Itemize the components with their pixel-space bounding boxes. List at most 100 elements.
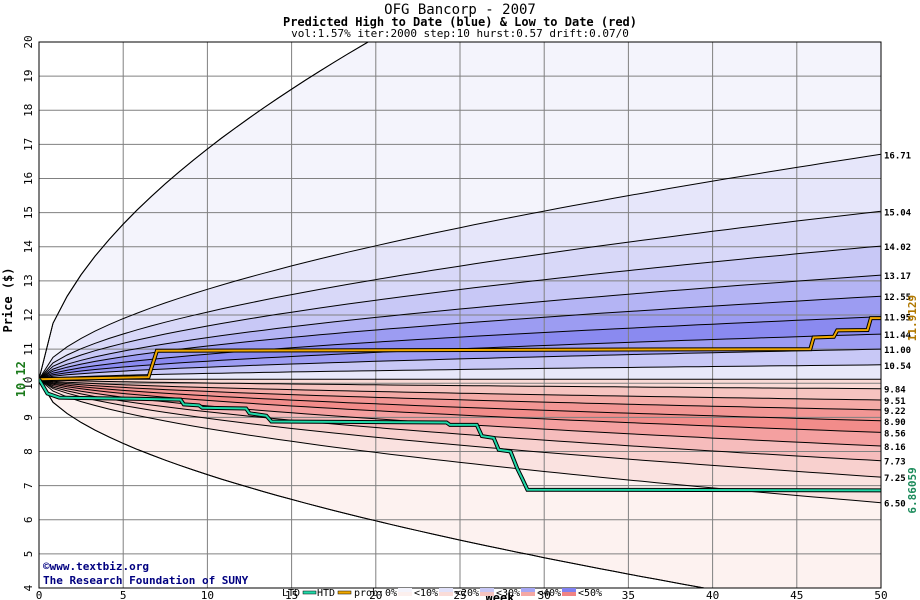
blue-band-end-label: 11.44: [884, 331, 912, 341]
y-tick-label: 20: [22, 35, 35, 48]
x-tick-label: 50: [874, 589, 887, 600]
legend-htd-swatch: [337, 590, 352, 595]
blue-band-end-label: 14.02: [884, 243, 911, 253]
red-band-end-label: 6.50: [884, 500, 906, 510]
x-tick-label: 40: [706, 589, 719, 600]
red-band-end-label: 8.16: [884, 443, 906, 453]
legend-level-swatch-red: [480, 592, 494, 596]
legend-level-label: <40%: [537, 588, 561, 599]
x-tick-label: 10: [201, 589, 214, 600]
band-boundary-line: [39, 348, 881, 380]
blue-band-end-label: 15.04: [884, 208, 912, 218]
blue-band-end-label: 12.55: [884, 293, 911, 303]
y-tick-label: 5: [22, 551, 35, 558]
y-tick-label: 15: [22, 206, 35, 219]
legend-level-swatch-red: [398, 592, 412, 596]
band-boundary-line: [39, 274, 881, 380]
red-band-end-label: 7.25: [884, 474, 906, 484]
band-boundary-line: [39, 153, 881, 380]
y-tick-label: 9: [22, 414, 35, 421]
blue-probability-band: [39, 275, 881, 380]
red-band-end-label: 9.22: [884, 407, 906, 417]
band-boundary-line: [39, 245, 881, 380]
legend-level-swatch-blue: [521, 588, 535, 592]
y-tick-label: 4: [22, 584, 35, 591]
y-tick-label: 14: [22, 240, 35, 254]
legend-level-label: <20%: [455, 588, 479, 599]
blue-band-end-label: 16.71: [884, 151, 911, 161]
red-probability-band: [39, 379, 881, 446]
htd-series-line: [39, 317, 881, 381]
x-tick-label: 20: [369, 589, 382, 600]
x-tick-label: 15: [285, 589, 298, 600]
x-tick-label: 25: [453, 589, 466, 600]
y-tick-label: 7: [22, 482, 35, 489]
band-boundary-line: [39, 364, 881, 380]
legend-level-swatch-red: [521, 592, 535, 596]
legend-level-swatch-blue: [562, 588, 576, 592]
y-tick-label: 12: [22, 308, 35, 321]
blue-probability-band: [39, 154, 881, 380]
y-tick-label: 17: [22, 138, 35, 151]
x-tick-label: 5: [120, 589, 127, 600]
watermark-org: The Research Foundation of SUNY: [43, 574, 249, 587]
blue-band-end-label: 11.00: [884, 346, 911, 356]
legend-level-label: <10%: [414, 588, 438, 599]
legend-level-swatch-red: [562, 592, 576, 596]
x-axis-label: Week: [486, 591, 516, 600]
band-boundary-line: [39, 378, 881, 462]
outer-low-line: [39, 378, 708, 588]
x-tick-label: 0: [36, 589, 43, 600]
legend-level-label: <30%: [496, 588, 520, 599]
red-band-end-label: 9.51: [884, 397, 906, 407]
blue-band-end-label: 13.17: [884, 272, 911, 282]
red-band-end-label: 8.56: [884, 429, 906, 439]
ltd-final-label: 6.86059: [906, 467, 919, 513]
legend-level-swatch-blue: [480, 588, 494, 592]
y-tick-label: 16: [22, 172, 35, 185]
legend-level-label: <50%: [578, 588, 602, 599]
y-tick-label: 18: [22, 104, 35, 117]
y-tick-label: 6: [22, 516, 35, 523]
y-tick-label: 19: [22, 70, 35, 83]
plot-area: [39, 42, 881, 588]
watermark-url: ©www.textbiz.org: [43, 560, 149, 573]
legend-ltd-label: LTD: [282, 588, 300, 599]
band-boundary-line: [39, 378, 881, 422]
red-band-end-label: 7.73: [884, 458, 906, 468]
legend-level-label: 0%: [385, 588, 397, 599]
x-tick-label: 45: [790, 589, 803, 600]
y-tick-label: 8: [22, 448, 35, 455]
red-probability-band: [39, 379, 881, 503]
blue-probability-band: [39, 296, 881, 380]
blue-band-end-label: 10.54: [884, 362, 912, 372]
legend-level-swatch-red: [439, 592, 453, 596]
start-price-label: 10.12: [14, 361, 28, 397]
x-tick-label: 35: [622, 589, 635, 600]
y-tick-label: 13: [22, 274, 35, 287]
band-boundary-line: [39, 378, 881, 390]
legend-ltd-swatch: [302, 590, 317, 595]
blue-probability-band: [39, 211, 881, 380]
band-boundary-line: [39, 378, 881, 401]
htd-final-label: 11.9129: [906, 295, 919, 341]
chart-subtitle: Predicted High to Date (blue) & Low to D…: [282, 15, 637, 29]
red-probability-band: [39, 379, 881, 478]
legend-level-swatch-blue: [439, 588, 453, 592]
legend-prob-label: prob:: [354, 588, 384, 599]
red-probability-band: [39, 379, 881, 433]
y-tick-label: 11: [22, 343, 35, 356]
legend-htd-label: HTD: [317, 588, 335, 599]
y-tick-label: 10: [22, 377, 35, 390]
red-band-end-label: 8.90: [884, 418, 906, 428]
band-boundary-line: [39, 210, 881, 380]
band-boundary-line: [39, 378, 881, 411]
band-boundary-line: [39, 316, 881, 380]
blue-band-end-label: 11.95: [884, 314, 911, 324]
y-axis-label: Price ($): [1, 267, 15, 332]
outer-high-line: [39, 42, 370, 380]
chart-title: OFG Bancorp - 2007: [384, 2, 536, 18]
ltd-series-line: [39, 378, 881, 492]
blue-probability-band: [39, 246, 881, 380]
